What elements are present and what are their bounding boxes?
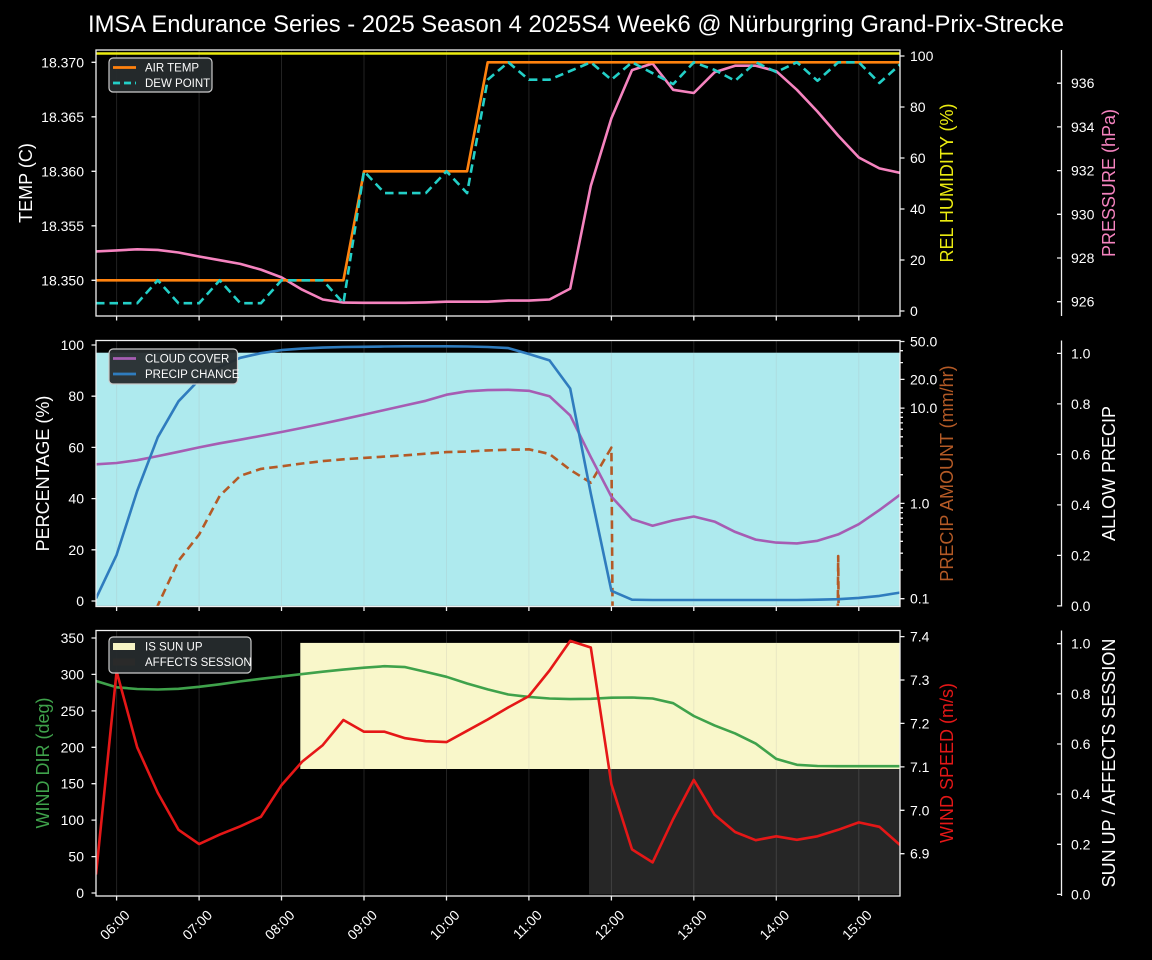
svg-text:0.1: 0.1 — [910, 591, 930, 607]
svg-text:0.4: 0.4 — [1071, 786, 1091, 802]
svg-text:18.355: 18.355 — [41, 218, 84, 234]
svg-text:1.0: 1.0 — [1071, 345, 1091, 361]
svg-text:50.0: 50.0 — [910, 334, 937, 350]
svg-text:6.9: 6.9 — [910, 846, 930, 862]
svg-text:IMSA Endurance Series - 2025 S: IMSA Endurance Series - 2025 Season 4 20… — [88, 11, 1064, 38]
svg-text:60: 60 — [910, 150, 926, 166]
svg-text:60: 60 — [68, 439, 84, 455]
svg-text:40: 40 — [910, 201, 926, 217]
svg-text:18.370: 18.370 — [41, 54, 84, 70]
svg-text:0.4: 0.4 — [1071, 497, 1091, 513]
svg-text:7.1: 7.1 — [910, 759, 930, 775]
svg-text:0: 0 — [76, 885, 84, 901]
svg-text:PRESSURE (hPa): PRESSURE (hPa) — [1099, 109, 1119, 257]
svg-text:0: 0 — [76, 593, 84, 609]
svg-text:PERCENTAGE (%): PERCENTAGE (%) — [33, 396, 53, 552]
svg-text:932: 932 — [1071, 163, 1095, 179]
svg-text:7.4: 7.4 — [910, 629, 930, 645]
svg-text:100: 100 — [61, 812, 85, 828]
svg-text:WIND DIR (deg): WIND DIR (deg) — [33, 697, 53, 828]
svg-text:18.350: 18.350 — [41, 272, 84, 288]
svg-text:AFFECTS SESSION: AFFECTS SESSION — [145, 657, 252, 669]
svg-text:200: 200 — [61, 739, 85, 755]
svg-text:DEW POINT: DEW POINT — [145, 78, 210, 90]
svg-text:7.2: 7.2 — [910, 715, 930, 731]
svg-text:TEMP (C): TEMP (C) — [16, 143, 36, 223]
svg-text:150: 150 — [61, 776, 85, 792]
svg-text:18.360: 18.360 — [41, 163, 84, 179]
svg-text:CLOUD COVER: CLOUD COVER — [145, 354, 229, 366]
svg-text:18.365: 18.365 — [41, 109, 84, 125]
svg-text:0.0: 0.0 — [1071, 886, 1091, 902]
svg-text:80: 80 — [68, 388, 84, 404]
svg-text:1.0: 1.0 — [1071, 636, 1091, 652]
svg-text:934: 934 — [1071, 119, 1095, 135]
svg-text:WIND SPEED (m/s): WIND SPEED (m/s) — [937, 683, 957, 843]
svg-text:0.6: 0.6 — [1071, 446, 1091, 462]
svg-text:SUN UP / AFFECTS SESSION: SUN UP / AFFECTS SESSION — [1099, 639, 1119, 888]
svg-text:IS SUN UP: IS SUN UP — [145, 642, 203, 654]
svg-text:928: 928 — [1071, 250, 1095, 266]
svg-text:930: 930 — [1071, 206, 1095, 222]
svg-text:0.2: 0.2 — [1071, 836, 1091, 852]
svg-text:20: 20 — [910, 252, 926, 268]
svg-text:936: 936 — [1071, 75, 1095, 91]
svg-text:20.0: 20.0 — [910, 371, 937, 387]
svg-text:100: 100 — [61, 337, 85, 353]
svg-text:926: 926 — [1071, 294, 1095, 310]
svg-text:PRECIP AMOUNT (mm/hr): PRECIP AMOUNT (mm/hr) — [937, 365, 957, 581]
svg-text:250: 250 — [61, 703, 85, 719]
svg-text:REL HUMIDITY (%): REL HUMIDITY (%) — [937, 103, 957, 262]
svg-text:20: 20 — [68, 542, 84, 558]
svg-text:7.3: 7.3 — [910, 672, 930, 688]
svg-text:7.0: 7.0 — [910, 802, 930, 818]
svg-text:50: 50 — [68, 849, 84, 865]
svg-text:0.8: 0.8 — [1071, 686, 1091, 702]
svg-text:ALLOW PRECIP: ALLOW PRECIP — [1099, 406, 1119, 541]
svg-text:350: 350 — [61, 630, 85, 646]
svg-text:0.0: 0.0 — [1071, 598, 1091, 614]
svg-text:AIR TEMP: AIR TEMP — [145, 63, 199, 75]
svg-text:300: 300 — [61, 666, 85, 682]
svg-text:0.8: 0.8 — [1071, 396, 1091, 412]
svg-text:0.6: 0.6 — [1071, 736, 1091, 752]
svg-text:40: 40 — [68, 491, 84, 507]
svg-text:10.0: 10.0 — [910, 400, 937, 416]
svg-text:100: 100 — [910, 48, 934, 64]
svg-text:0.2: 0.2 — [1071, 547, 1091, 563]
svg-text:0: 0 — [910, 303, 918, 319]
svg-text:80: 80 — [910, 99, 926, 115]
svg-text:PRECIP CHANCE: PRECIP CHANCE — [145, 369, 240, 381]
svg-text:1.0: 1.0 — [910, 495, 930, 511]
